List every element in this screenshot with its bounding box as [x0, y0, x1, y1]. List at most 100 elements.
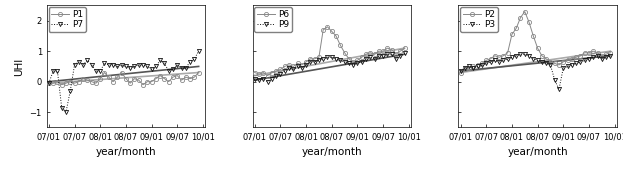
P7 — [161, 62, 168, 64]
P6 — [384, 47, 391, 49]
X-axis label: year/month: year/month — [507, 147, 568, 157]
P9 — [379, 55, 387, 57]
P9 — [260, 78, 267, 80]
P2 — [470, 65, 477, 68]
P3 — [547, 64, 554, 66]
P2 — [573, 56, 580, 58]
P1 — [131, 78, 138, 80]
P2 — [465, 67, 473, 69]
P3 — [521, 53, 528, 55]
P3 — [474, 65, 482, 68]
P9 — [366, 56, 374, 58]
P6 — [264, 74, 271, 77]
P3 — [534, 59, 541, 61]
P1 — [118, 71, 125, 74]
P2 — [559, 61, 567, 63]
P3 — [543, 62, 550, 64]
P6 — [396, 50, 404, 52]
P6 — [324, 26, 331, 28]
P2 — [482, 59, 490, 61]
P6 — [302, 61, 310, 63]
P7 — [148, 68, 155, 71]
P2 — [534, 47, 541, 49]
P2 — [538, 55, 546, 57]
P6 — [366, 52, 374, 54]
P9 — [290, 68, 297, 71]
P1 — [109, 81, 117, 83]
P9 — [302, 64, 310, 66]
P7 — [140, 64, 147, 66]
P7 — [67, 90, 74, 92]
P1 — [143, 81, 151, 83]
P9 — [328, 56, 335, 58]
P6 — [354, 59, 361, 61]
P3 — [461, 67, 468, 69]
P2 — [598, 55, 606, 57]
P3 — [581, 59, 588, 61]
P3 — [470, 67, 477, 69]
P3 — [525, 55, 533, 57]
P1 — [97, 78, 104, 80]
P6 — [285, 64, 293, 66]
P7 — [118, 64, 125, 66]
Line: P2: P2 — [459, 9, 612, 75]
P6 — [362, 53, 369, 55]
P3 — [495, 61, 503, 63]
P2 — [491, 55, 498, 57]
P3 — [508, 56, 516, 58]
P6 — [379, 50, 387, 52]
P6 — [315, 56, 323, 58]
P1 — [49, 82, 57, 84]
P1 — [83, 79, 91, 81]
P1 — [126, 82, 134, 84]
P1 — [113, 76, 121, 78]
P9 — [332, 58, 340, 60]
P3 — [500, 59, 507, 61]
P9 — [354, 62, 361, 64]
P9 — [350, 64, 357, 66]
P6 — [336, 44, 344, 46]
P2 — [589, 50, 597, 52]
P1 — [156, 74, 164, 77]
P2 — [461, 68, 468, 71]
P3 — [516, 53, 524, 55]
P6 — [298, 64, 305, 66]
P6 — [358, 56, 366, 58]
P9 — [341, 61, 348, 63]
P3 — [465, 65, 473, 68]
P3 — [577, 61, 584, 63]
Line: P6: P6 — [253, 25, 407, 78]
P9 — [384, 53, 391, 55]
P9 — [401, 52, 408, 54]
P6 — [350, 61, 357, 63]
P2 — [607, 52, 614, 54]
P2 — [585, 52, 592, 54]
P2 — [547, 61, 554, 63]
P2 — [457, 71, 464, 74]
P1 — [135, 79, 143, 81]
P6 — [328, 30, 335, 32]
P2 — [516, 17, 524, 19]
P7 — [45, 82, 52, 84]
P9 — [320, 58, 327, 60]
P6 — [311, 58, 318, 60]
Y-axis label: UHI: UHI — [14, 57, 24, 76]
P3 — [594, 55, 601, 57]
P6 — [281, 65, 288, 68]
P2 — [530, 35, 537, 37]
P3 — [607, 55, 614, 57]
P7 — [178, 67, 185, 69]
P9 — [358, 61, 366, 63]
Legend: P6, P9: P6, P9 — [254, 7, 292, 32]
P7 — [92, 70, 100, 72]
P7 — [195, 50, 202, 52]
P1 — [165, 81, 173, 83]
P9 — [255, 79, 263, 81]
P2 — [504, 52, 511, 54]
Legend: P1, P7: P1, P7 — [49, 7, 86, 32]
P7 — [71, 64, 78, 66]
P6 — [345, 58, 353, 60]
P1 — [58, 84, 65, 86]
P6 — [332, 35, 340, 37]
P6 — [320, 29, 327, 31]
